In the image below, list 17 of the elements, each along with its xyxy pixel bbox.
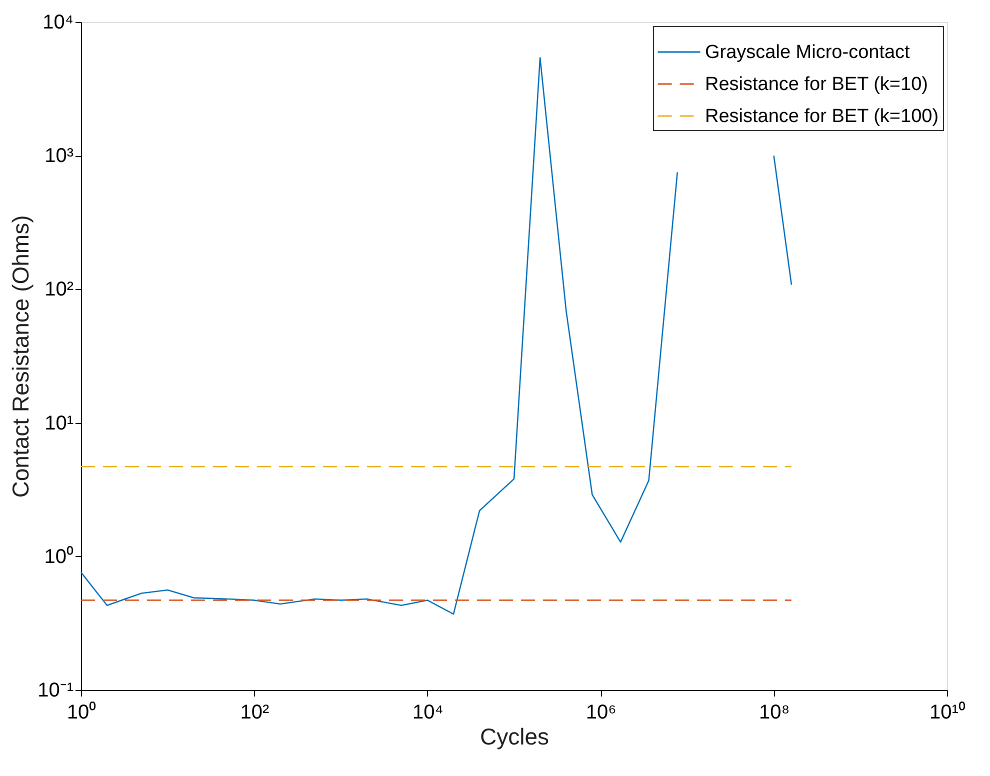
legend-label: Grayscale Micro-contact	[705, 42, 911, 63]
y-tick-label: 10³	[44, 145, 74, 168]
y-tick-label: 10¹	[44, 412, 74, 434]
x-tick-label: 10⁸	[758, 702, 790, 724]
y-tick-label: 10⁻¹	[38, 680, 74, 702]
y-tick-label: 10⁰	[44, 544, 74, 568]
y-axis-title: Contact Resistance (Ohms)	[8, 215, 34, 498]
x-tick-label: 10⁰	[66, 700, 96, 724]
x-tick-label: 10¹⁰	[930, 700, 966, 724]
legend-label: Resistance for BET (k=100)	[705, 106, 939, 127]
x-axis-title: Cycles	[480, 724, 550, 750]
x-tick-label: 10⁶	[586, 702, 616, 724]
y-tick-label: 10⁴	[42, 12, 74, 34]
y-tick-label: 10²	[44, 278, 74, 301]
legend-label: Resistance for BET (k=10)	[705, 74, 928, 95]
x-tick-label: 10²	[240, 702, 270, 724]
x-tick-label: 10⁴	[412, 702, 444, 724]
